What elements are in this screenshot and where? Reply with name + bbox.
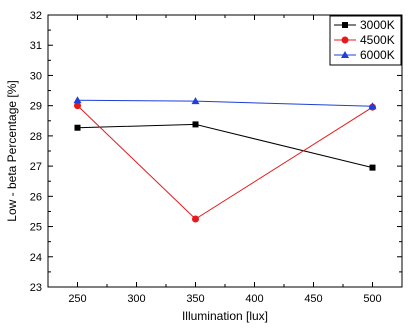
x-tick-label: 300 — [127, 293, 145, 305]
y-tick-label: 28 — [30, 131, 42, 143]
y-tick-label: 24 — [30, 252, 42, 264]
series-line-6000K — [77, 99, 373, 107]
y-axis-label: Low - beta Percentage [%] — [5, 80, 19, 221]
legend-label-3000K: 3000K — [360, 18, 395, 32]
y-tick-label: 31 — [30, 40, 42, 52]
data-point-4500K — [74, 102, 81, 110]
legend-marker-4500K — [341, 36, 349, 44]
data-point-3000K — [74, 124, 81, 131]
data-point-6000K — [368, 102, 377, 110]
y-tick-label: 30 — [30, 70, 42, 82]
x-axis-label: Illumination [lux] — [182, 309, 268, 323]
data-point-3000K — [369, 164, 376, 171]
y-tick-label: 29 — [30, 101, 42, 113]
x-tick-label: 350 — [186, 293, 204, 305]
data-point-3000K — [192, 121, 199, 128]
y-tick-label: 23 — [30, 282, 42, 294]
data-point-4500K — [192, 215, 199, 223]
x-tick-label: 400 — [245, 293, 263, 305]
x-tick-label: 500 — [363, 293, 381, 305]
legend-label-4500K: 4500K — [360, 33, 395, 47]
legend-marker-6000K — [341, 51, 349, 58]
series-line-3000K — [77, 123, 373, 169]
y-tick-label: 26 — [30, 191, 42, 203]
legend-label-6000K: 6000K — [360, 48, 395, 62]
y-tick-label: 32 — [30, 10, 42, 22]
x-tick-label: 450 — [304, 293, 322, 305]
series-line-4500K — [77, 105, 373, 220]
legend-marker-3000K — [342, 22, 348, 28]
y-tick-label: 27 — [30, 161, 42, 173]
data-point-6000K — [191, 97, 200, 105]
x-tick-label: 250 — [68, 293, 86, 305]
data-point-6000K — [73, 96, 82, 104]
y-tick-label: 25 — [30, 222, 42, 234]
